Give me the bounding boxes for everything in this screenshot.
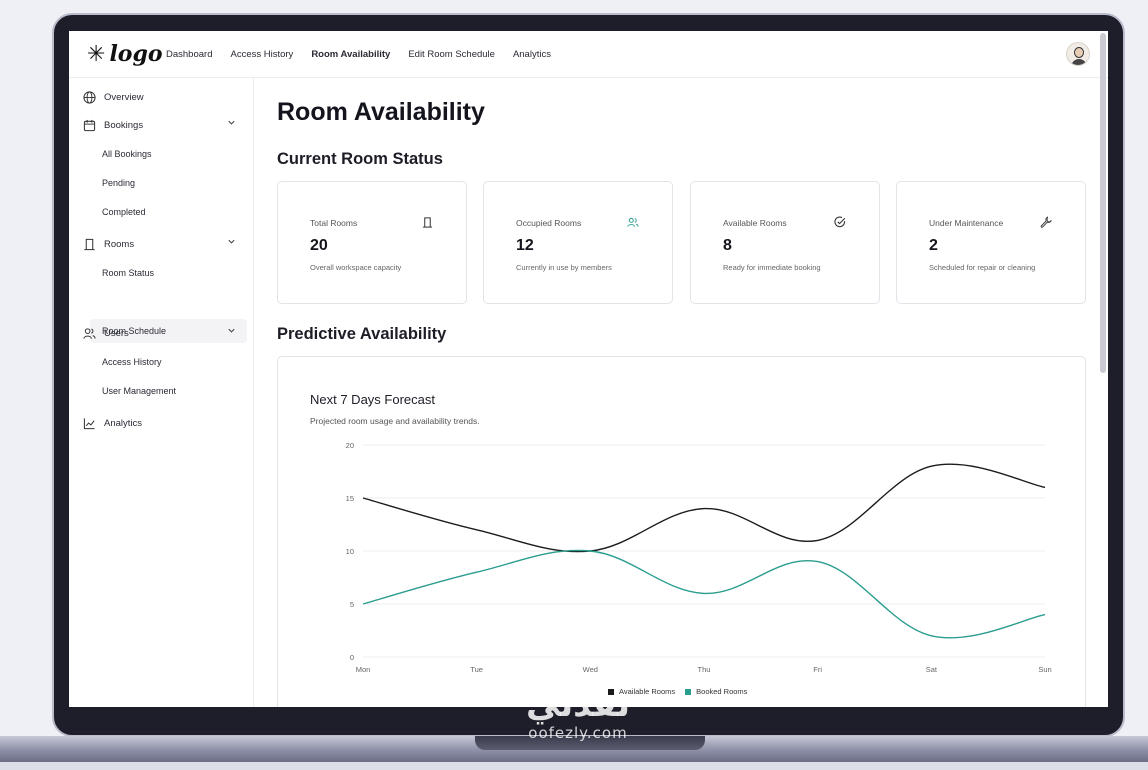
stat-label: Occupied Rooms	[516, 218, 582, 228]
series-line-booked-rooms	[362, 549, 1046, 639]
x-tick-label: Sat	[926, 665, 938, 674]
top-navbar: ✳ logo Dashboard Access History Room Ava…	[69, 31, 1108, 78]
legend-label: Booked Rooms	[696, 687, 748, 696]
legend-item-available[interactable]: Available Rooms	[608, 687, 675, 696]
legend-swatch	[685, 688, 692, 695]
x-tick-label: Tue	[470, 665, 483, 674]
stat-value: 2	[929, 237, 938, 254]
stat-description: Ready for immediate booking	[723, 263, 821, 272]
logo-text: logo	[109, 41, 163, 67]
sidebar-item-analytics[interactable]: Analytics	[81, 411, 246, 435]
nav-edit-room-schedule[interactable]: Edit Room Schedule	[408, 49, 495, 60]
x-tick-label: Fri	[813, 665, 822, 674]
sidebar-item-room-status[interactable]: Room Status	[102, 268, 155, 278]
chevron-down-icon[interactable]	[227, 237, 236, 248]
chevron-down-icon[interactable]	[227, 326, 236, 337]
users-icon	[81, 325, 97, 341]
check-circle-icon	[833, 215, 847, 229]
chart-title: Next 7 Days Forecast	[310, 392, 435, 407]
sidebar-label-users: Users	[104, 327, 129, 339]
legend-swatch	[608, 688, 614, 695]
x-tick-label: Mon	[356, 665, 371, 674]
sidebar-label-overview: Overview	[104, 91, 144, 103]
stat-description: Overall workspace capacity	[310, 263, 402, 272]
sidebar-item-pending[interactable]: Pending	[102, 178, 136, 188]
nav-dashboard[interactable]: Dashboard	[166, 49, 213, 60]
stat-card-total-rooms: Total Rooms 20 Overall workspace capacit…	[277, 181, 467, 304]
globe-icon	[81, 89, 97, 105]
x-tick-label: Wed	[583, 665, 598, 674]
stat-value: 20	[310, 237, 328, 254]
y-tick-label: 20	[346, 441, 354, 450]
user-avatar-icon[interactable]	[1066, 42, 1090, 66]
app-logo[interactable]: ✳ logo	[87, 41, 163, 67]
stat-label: Total Rooms	[310, 218, 358, 228]
sidebar-item-rooms[interactable]: Rooms	[81, 232, 246, 256]
sidebar-label-analytics: Analytics	[104, 417, 143, 429]
sidebar-item-completed[interactable]: Completed	[102, 207, 146, 217]
sidebar-item-room-schedule[interactable]: Room Schedule	[90, 319, 247, 343]
users-icon	[626, 215, 640, 229]
x-tick-label: Thu	[698, 665, 711, 674]
nav-room-availability[interactable]: Room Availability	[311, 49, 391, 60]
asterisk-sparkle-icon: ✳	[87, 41, 106, 66]
chart-legend: Available Rooms Booked Rooms	[608, 687, 747, 696]
door-icon	[81, 236, 97, 252]
sidebar-item-bookings[interactable]: Bookings	[81, 113, 246, 137]
section-title-current-status: Current Room Status	[277, 150, 443, 168]
legend-item-booked[interactable]: Booked Rooms	[685, 687, 747, 696]
series-line-available-rooms	[362, 463, 1046, 553]
stat-description: Scheduled for repair or cleaning	[929, 263, 1036, 272]
y-tick-label: 15	[346, 494, 354, 503]
stat-label: Available Rooms	[723, 218, 787, 228]
stat-label: Under Maintenance	[929, 218, 1004, 228]
forecast-chart-card: Next 7 Days Forecast Projected room usag…	[277, 356, 1086, 707]
forecast-line-chart: 0 5 10 15 20 Mon Tue Wed Thu Fri Sat Sun	[346, 441, 1052, 674]
nav-access-history[interactable]: Access History	[230, 49, 294, 60]
chart-subtitle: Projected room usage and availability tr…	[310, 416, 480, 426]
y-tick-label: 10	[346, 547, 354, 556]
stat-card-occupied-rooms: Occupied Rooms 12 Currently in use by me…	[483, 181, 673, 304]
avatar-head	[1074, 47, 1084, 58]
app-screen: ✳ logo Dashboard Access History Room Ava…	[69, 31, 1108, 707]
y-tick-label: 0	[350, 653, 354, 662]
stat-description: Currently in use by members	[516, 263, 612, 272]
sidebar-item-users[interactable]: Users	[81, 321, 246, 345]
nav-analytics[interactable]: Analytics	[512, 49, 551, 60]
stat-card-available-rooms: Available Rooms 8 Ready for immediate bo…	[690, 181, 880, 304]
avatar-body	[1071, 59, 1087, 65]
door-icon	[420, 215, 434, 229]
stat-value: 12	[516, 237, 534, 254]
laptop-notch	[475, 736, 705, 750]
calendar-icon	[81, 117, 97, 133]
laptop-shadow	[0, 762, 1148, 770]
sidebar-label-rooms: Rooms	[104, 238, 135, 250]
x-tick-label: Sun	[1038, 665, 1051, 674]
y-tick-label: 5	[350, 600, 354, 609]
legend-label: Available Rooms	[619, 687, 676, 696]
section-title-predictive: Predictive Availability	[277, 325, 447, 343]
sidebar: Overview Bookings All Bookings Pending C…	[69, 78, 254, 707]
sidebar-item-overview[interactable]: Overview	[81, 85, 246, 109]
sidebar-item-user-management[interactable]: User Management	[102, 386, 177, 396]
page-scrollbar[interactable]	[1100, 33, 1106, 373]
nav-links: Dashboard Access History Room Availabili…	[166, 49, 551, 60]
sidebar-item-access-history[interactable]: Access History	[102, 357, 162, 367]
sidebar-label-bookings: Bookings	[104, 119, 144, 131]
stat-card-under-maintenance: Under Maintenance 2 Scheduled for repair…	[896, 181, 1086, 304]
stat-value: 8	[723, 237, 732, 254]
wrench-icon	[1039, 215, 1053, 229]
sidebar-item-all-bookings[interactable]: All Bookings	[102, 149, 152, 159]
line-chart-icon	[81, 415, 97, 431]
page-title: Room Availability	[277, 98, 485, 126]
chevron-down-icon[interactable]	[227, 118, 236, 129]
laptop-base	[0, 736, 1148, 762]
